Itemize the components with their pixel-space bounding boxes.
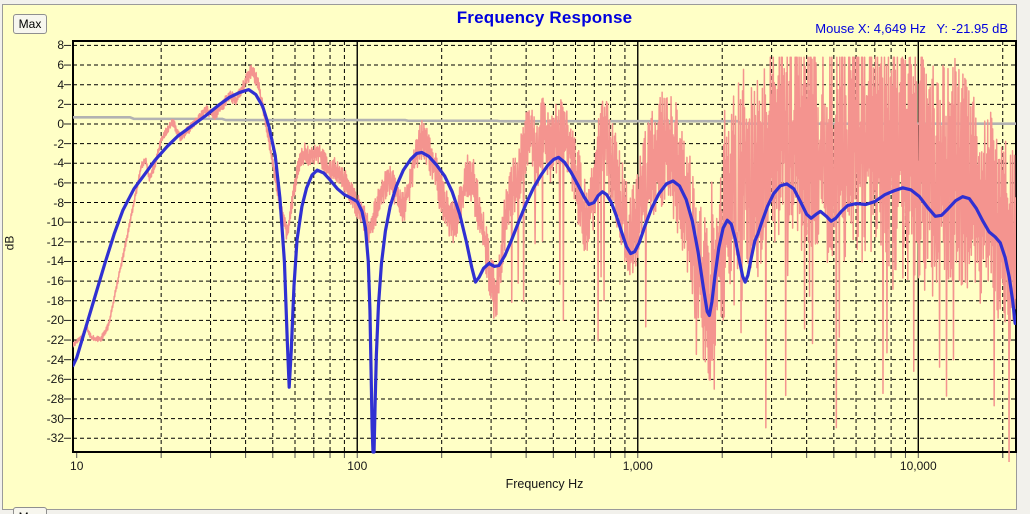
y-tick-label: 4 xyxy=(57,77,64,92)
y-tick-label: 2 xyxy=(57,97,64,112)
y-tick-label: -26 xyxy=(46,372,64,387)
y-tick-label: -14 xyxy=(46,254,64,269)
x-tick-label: 1,000 xyxy=(622,459,653,473)
y-tick-label: -8 xyxy=(53,195,64,210)
y-tick-label: -16 xyxy=(46,274,64,289)
mouse-coordinates-readout: Mouse X: 4,649 Hz Y: -21.95 dB xyxy=(815,21,1008,36)
y-tick-label: -22 xyxy=(46,333,64,348)
x-tick-label: 100 xyxy=(347,459,368,473)
y-tick-label: -4 xyxy=(53,156,64,171)
chart-title: Frequency Response xyxy=(456,8,633,27)
y-tick-label: -30 xyxy=(46,411,64,426)
y-tick-label: -32 xyxy=(46,431,64,446)
y-tick-label: -12 xyxy=(46,234,64,249)
x-tick-label: 10,000 xyxy=(899,459,937,473)
y-axis-title: dB xyxy=(2,235,17,251)
y-tick-label: -2 xyxy=(53,136,64,151)
max-button[interactable]: Max xyxy=(13,14,47,34)
y-tick-label: -20 xyxy=(46,313,64,328)
x-tick-label: 10 xyxy=(70,459,84,473)
graph-panel xyxy=(2,4,1017,510)
y-tick-label: -24 xyxy=(46,352,64,367)
y-tick-label: 0 xyxy=(57,116,64,131)
y-tick-label: 6 xyxy=(57,58,64,73)
y-tick-label: 8 xyxy=(57,38,64,53)
max-button-next-graph[interactable]: Max xyxy=(13,507,47,514)
x-axis-title: Frequency Hz xyxy=(505,477,584,491)
y-tick-label: -10 xyxy=(46,215,64,230)
y-tick-label: -18 xyxy=(46,293,64,308)
y-tick-label: -6 xyxy=(53,175,64,190)
y-tick-label: -28 xyxy=(46,391,64,406)
